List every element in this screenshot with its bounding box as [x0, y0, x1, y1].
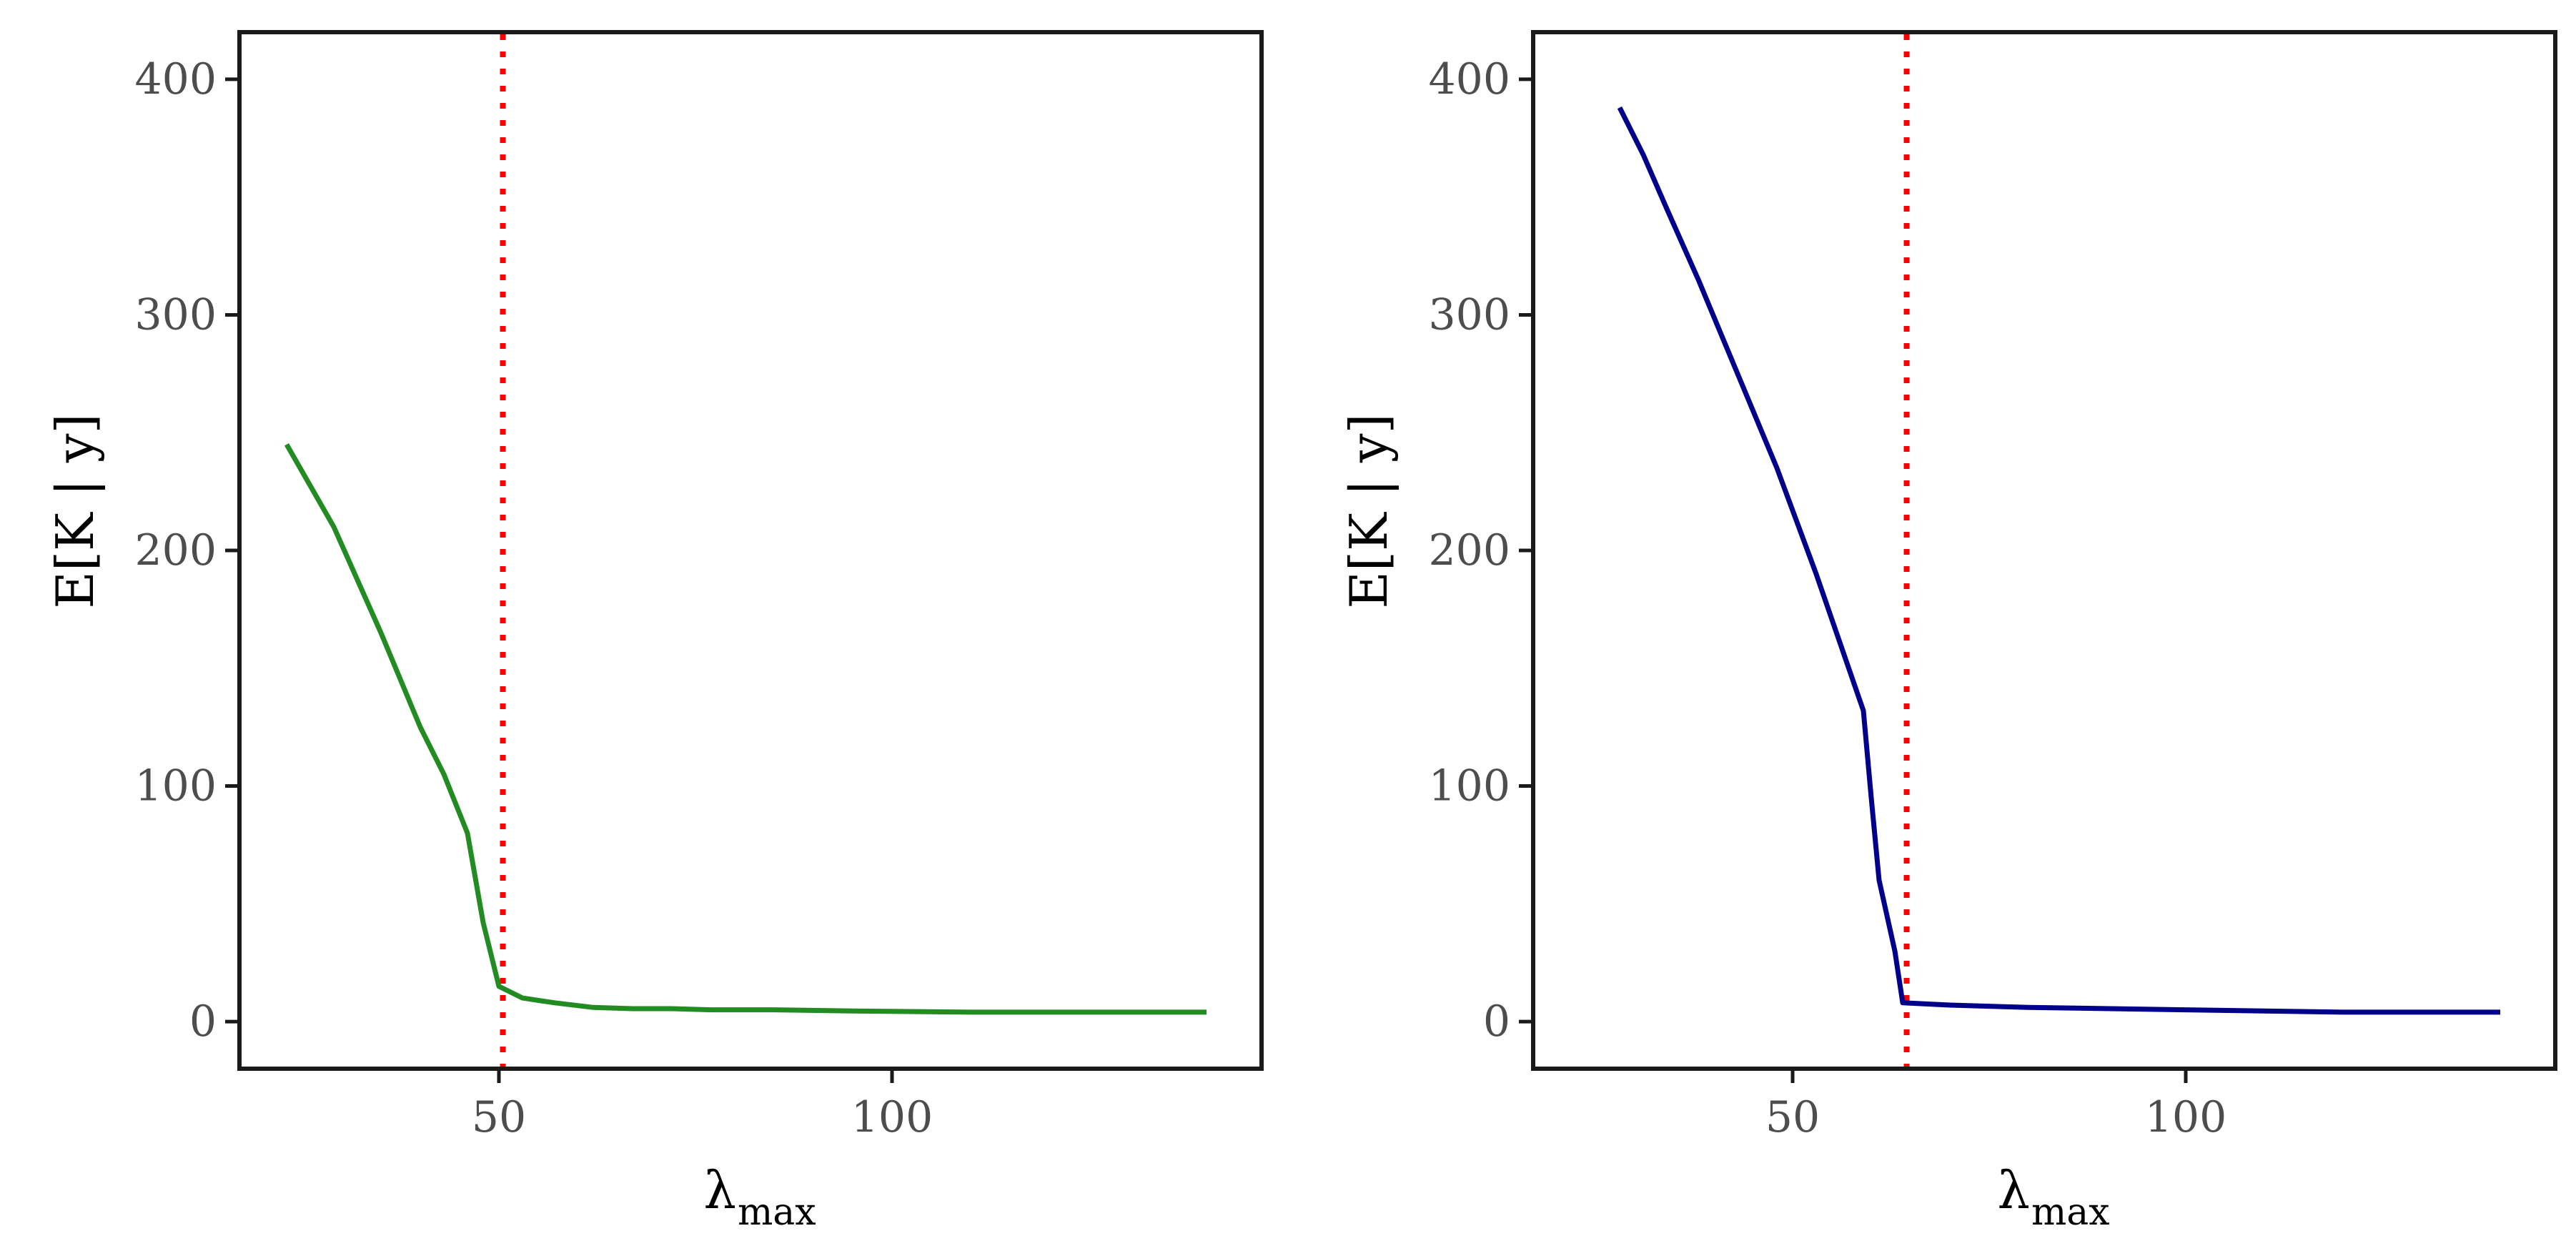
- x-axis-title: λ: [703, 1160, 736, 1220]
- y-tick-label: 200: [1428, 525, 1510, 575]
- y-axis-title: E[K | y]: [45, 413, 105, 608]
- series-line-0: [1617, 106, 2500, 1015]
- y-tick-label: 200: [134, 525, 217, 575]
- chart-panel-left: 0 100 200 300 400 50 100 λ max E[K | y]: [45, 30, 1264, 1234]
- y-tick-label: 0: [1483, 997, 1510, 1047]
- y-tick-label: 300: [134, 290, 217, 340]
- y-tick-label: 100: [134, 761, 217, 811]
- plot-border: [237, 30, 1264, 1071]
- y-tick-label: 0: [189, 997, 217, 1047]
- y-tick-label: 400: [134, 54, 217, 104]
- x-tick-label: 100: [2145, 1092, 2227, 1142]
- y-tick-label: 400: [1428, 54, 1510, 104]
- x-tick-label: 50: [472, 1092, 526, 1142]
- x-axis-title-subscript: max: [2031, 1191, 2110, 1234]
- plot-border: [1531, 30, 2557, 1071]
- x-axis-title-subscript: max: [738, 1191, 816, 1234]
- y-tick-label: 100: [1428, 761, 1510, 811]
- y-tick-label: 300: [1428, 290, 1510, 340]
- x-axis-title: λ: [1997, 1160, 2030, 1220]
- y-axis-title: E[K | y]: [1339, 413, 1399, 608]
- x-tick-label: 50: [1765, 1092, 1820, 1142]
- x-tick-label: 100: [851, 1092, 933, 1142]
- series-line-0: [284, 442, 1207, 1015]
- chart-panel-right: 0 100 200 300 400 50 100 λ max E[K | y]: [1339, 30, 2557, 1234]
